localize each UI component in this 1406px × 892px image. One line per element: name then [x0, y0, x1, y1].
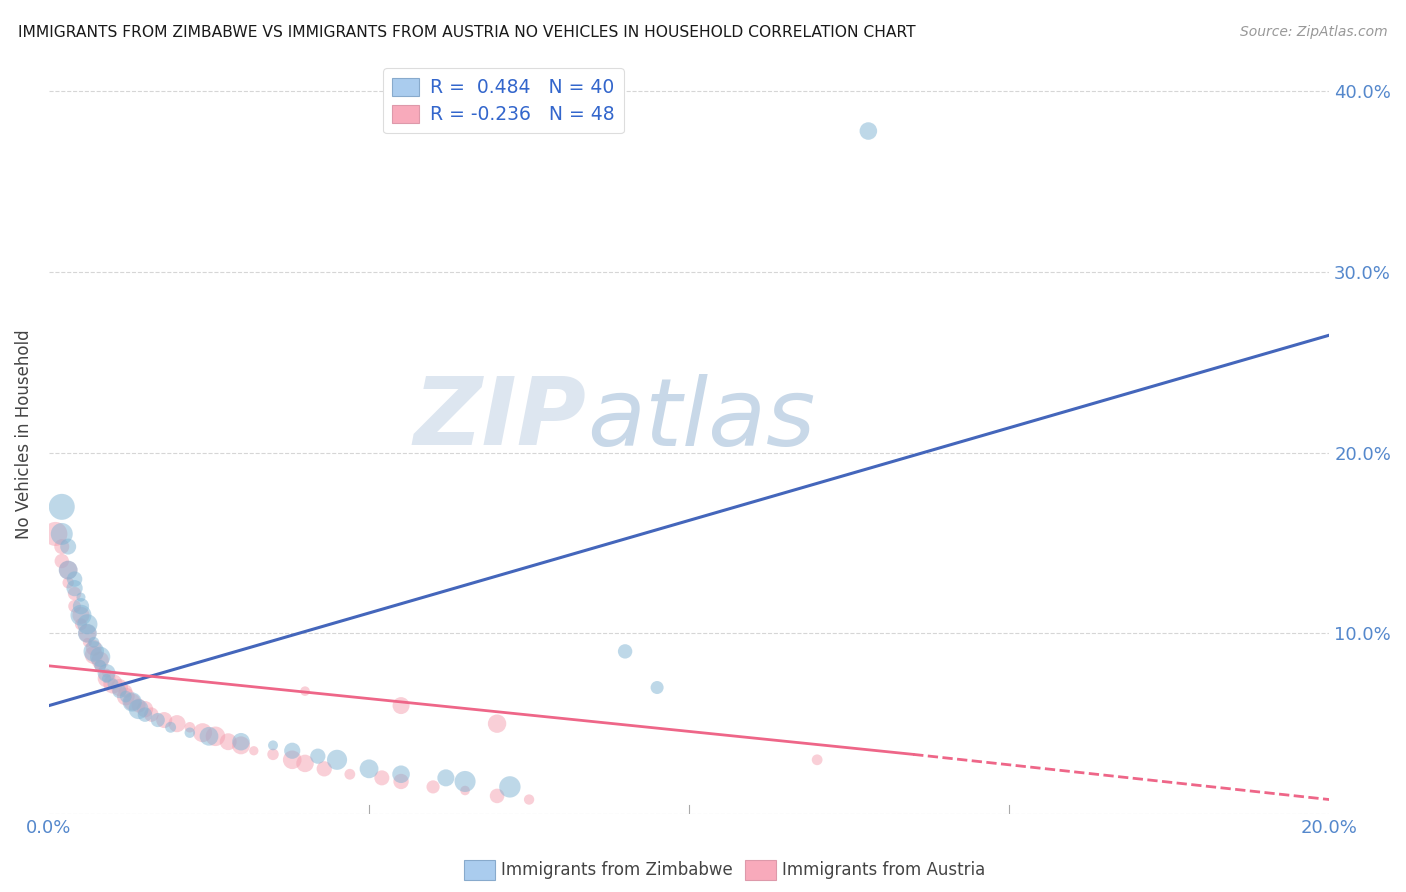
Point	[51, 500, 73, 514]
Text: atlas: atlas	[586, 374, 815, 465]
Point	[281, 744, 304, 758]
Legend: R =  0.484   N = 40, R = -0.236   N = 48: R = 0.484 N = 40, R = -0.236 N = 48	[382, 69, 624, 133]
Point	[389, 774, 412, 789]
Point	[153, 713, 176, 727]
Text: Source: ZipAtlas.com: Source: ZipAtlas.com	[1240, 25, 1388, 39]
Point	[389, 698, 412, 713]
Point	[70, 608, 93, 623]
Point	[51, 540, 73, 554]
Point	[70, 599, 93, 614]
Point	[63, 586, 86, 600]
Point	[517, 792, 540, 806]
Point	[83, 648, 105, 662]
Point	[83, 640, 105, 655]
Point	[614, 644, 637, 658]
Point	[121, 695, 143, 709]
Point	[806, 753, 828, 767]
Point	[51, 527, 73, 541]
Point	[89, 658, 111, 673]
Point	[294, 684, 316, 698]
Point	[70, 590, 93, 604]
Point	[89, 658, 111, 673]
Point	[108, 684, 131, 698]
Point	[166, 716, 188, 731]
Point	[262, 739, 284, 753]
Point	[96, 672, 118, 686]
Point	[128, 702, 150, 716]
Point	[96, 666, 118, 681]
Point	[326, 753, 349, 767]
Point	[229, 735, 252, 749]
Point	[63, 572, 86, 586]
Point	[454, 774, 477, 789]
Point	[262, 747, 284, 762]
Point	[198, 729, 221, 743]
Point	[108, 681, 131, 695]
Point	[76, 635, 98, 649]
Point	[314, 762, 336, 776]
Point	[44, 527, 66, 541]
Point	[134, 702, 156, 716]
Point	[179, 720, 201, 734]
Point	[89, 649, 111, 664]
Point	[243, 744, 266, 758]
Point	[159, 720, 181, 734]
Point	[114, 684, 136, 698]
Point	[146, 713, 169, 727]
Point	[179, 725, 201, 739]
Point	[114, 690, 136, 704]
Point	[128, 698, 150, 713]
Text: IMMIGRANTS FROM ZIMBABWE VS IMMIGRANTS FROM AUSTRIA NO VEHICLES IN HOUSEHOLD COR: IMMIGRANTS FROM ZIMBABWE VS IMMIGRANTS F…	[18, 25, 915, 40]
Point	[858, 124, 880, 138]
Text: ZIP: ZIP	[413, 374, 586, 466]
Point	[56, 575, 79, 590]
Point	[204, 729, 226, 743]
Point	[141, 707, 163, 722]
Point	[422, 780, 444, 794]
Point	[101, 677, 124, 691]
Y-axis label: No Vehicles in Household: No Vehicles in Household	[15, 330, 32, 540]
Point	[101, 677, 124, 691]
Point	[229, 739, 252, 753]
Point	[114, 690, 136, 704]
Point	[56, 563, 79, 577]
Point	[339, 767, 361, 781]
Point	[76, 626, 98, 640]
Point	[217, 735, 239, 749]
Point	[56, 540, 79, 554]
Point	[63, 599, 86, 614]
Point	[63, 581, 86, 595]
Point	[294, 756, 316, 771]
Text: Immigrants from Zimbabwe: Immigrants from Zimbabwe	[501, 861, 733, 879]
Point	[454, 783, 477, 797]
Text: Immigrants from Austria: Immigrants from Austria	[782, 861, 986, 879]
Point	[83, 635, 105, 649]
Point	[499, 780, 522, 794]
Point	[486, 716, 509, 731]
Point	[96, 672, 118, 686]
Point	[83, 644, 105, 658]
Point	[434, 771, 457, 785]
Point	[357, 762, 380, 776]
Point	[645, 681, 668, 695]
Point	[121, 695, 143, 709]
Point	[56, 563, 79, 577]
Point	[96, 666, 118, 681]
Point	[70, 608, 93, 623]
Point	[486, 789, 509, 803]
Point	[371, 771, 394, 785]
Point	[89, 653, 111, 667]
Point	[191, 725, 214, 739]
Point	[70, 617, 93, 632]
Point	[51, 554, 73, 568]
Point	[281, 753, 304, 767]
Point	[134, 707, 156, 722]
Point	[76, 626, 98, 640]
Point	[76, 617, 98, 632]
Point	[307, 749, 329, 764]
Point	[389, 767, 412, 781]
